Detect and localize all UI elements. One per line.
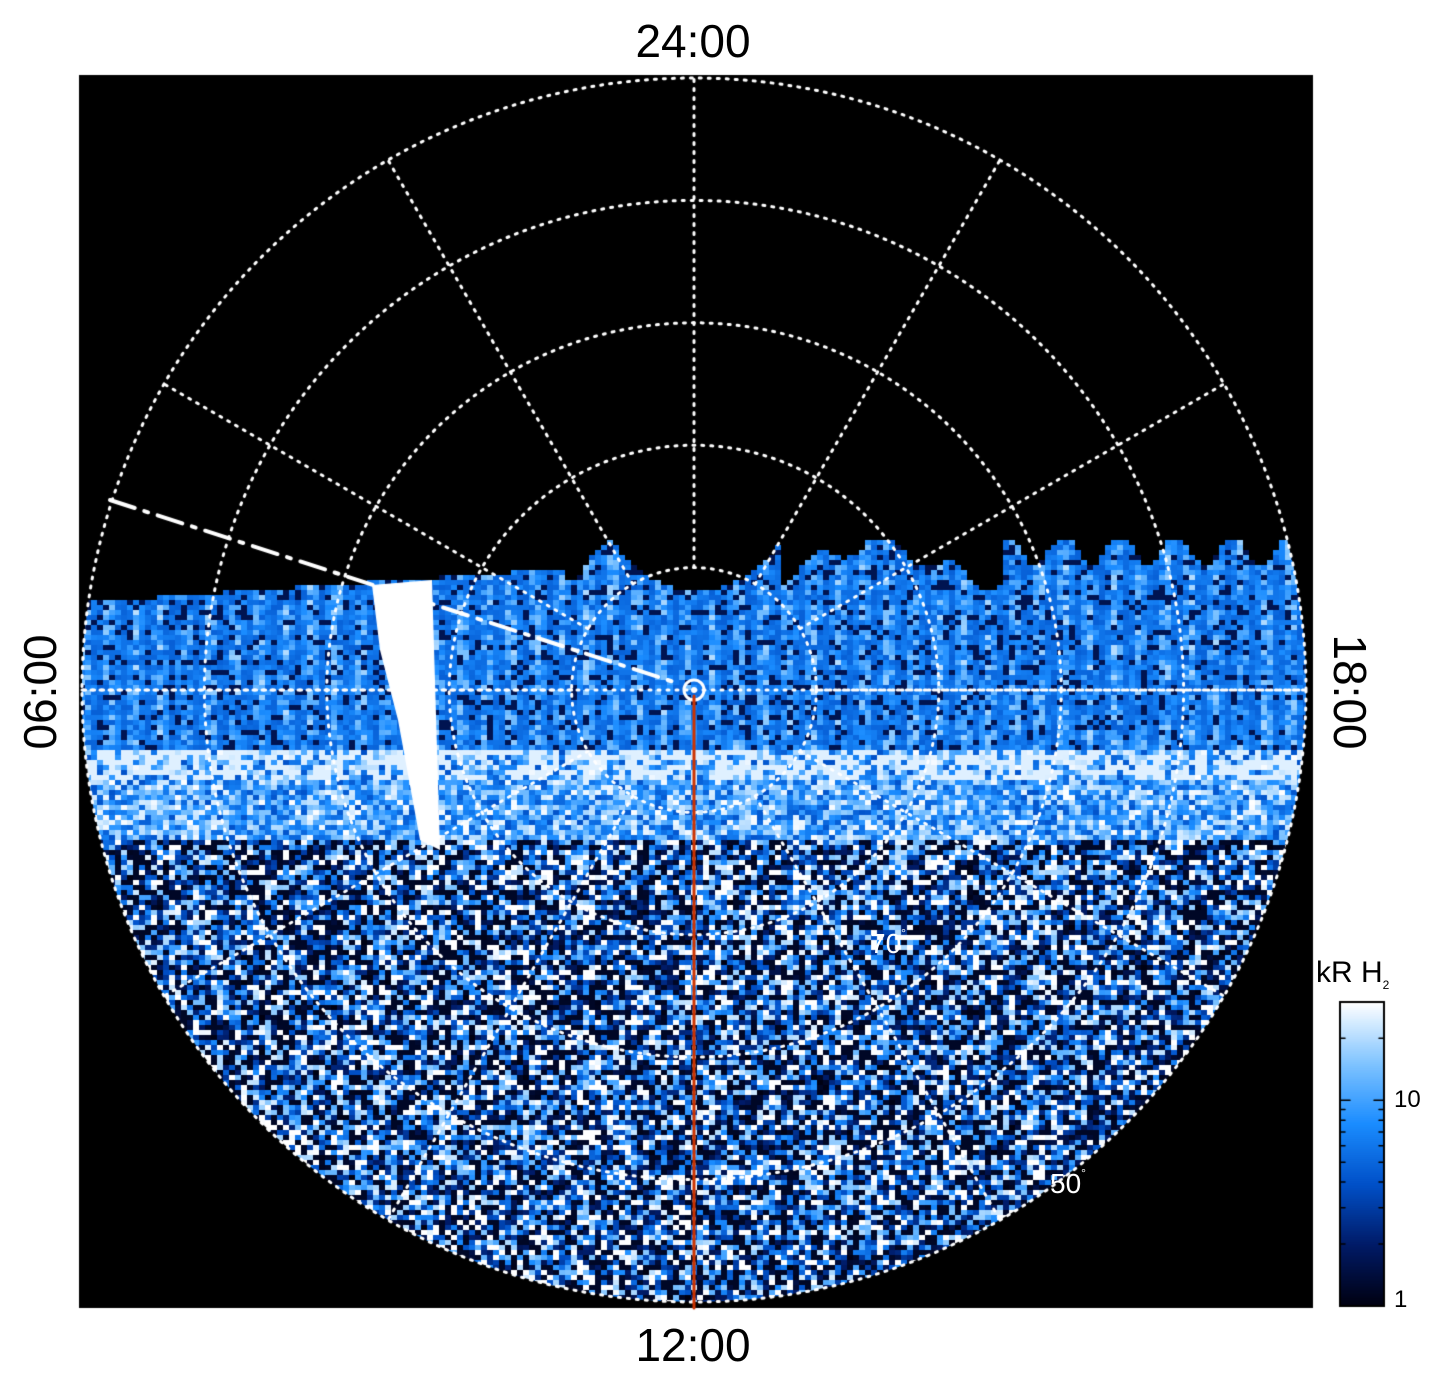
local-time-label-bottom: 12:00 — [635, 1319, 751, 1371]
local-time-label-top: 24:00 — [635, 15, 751, 67]
latitude-label-70: 70° — [870, 926, 906, 959]
colorbar-tick-10: 10 — [1394, 1086, 1421, 1113]
local-time-label-left: 06:00 — [14, 634, 66, 750]
colorbar-tick-1: 1 — [1394, 1286, 1408, 1313]
local-time-label-right: 18:00 — [1324, 634, 1376, 750]
latitude-label-50: 50° — [1050, 1166, 1086, 1199]
colorbar-title: kR H2 — [1316, 956, 1390, 992]
